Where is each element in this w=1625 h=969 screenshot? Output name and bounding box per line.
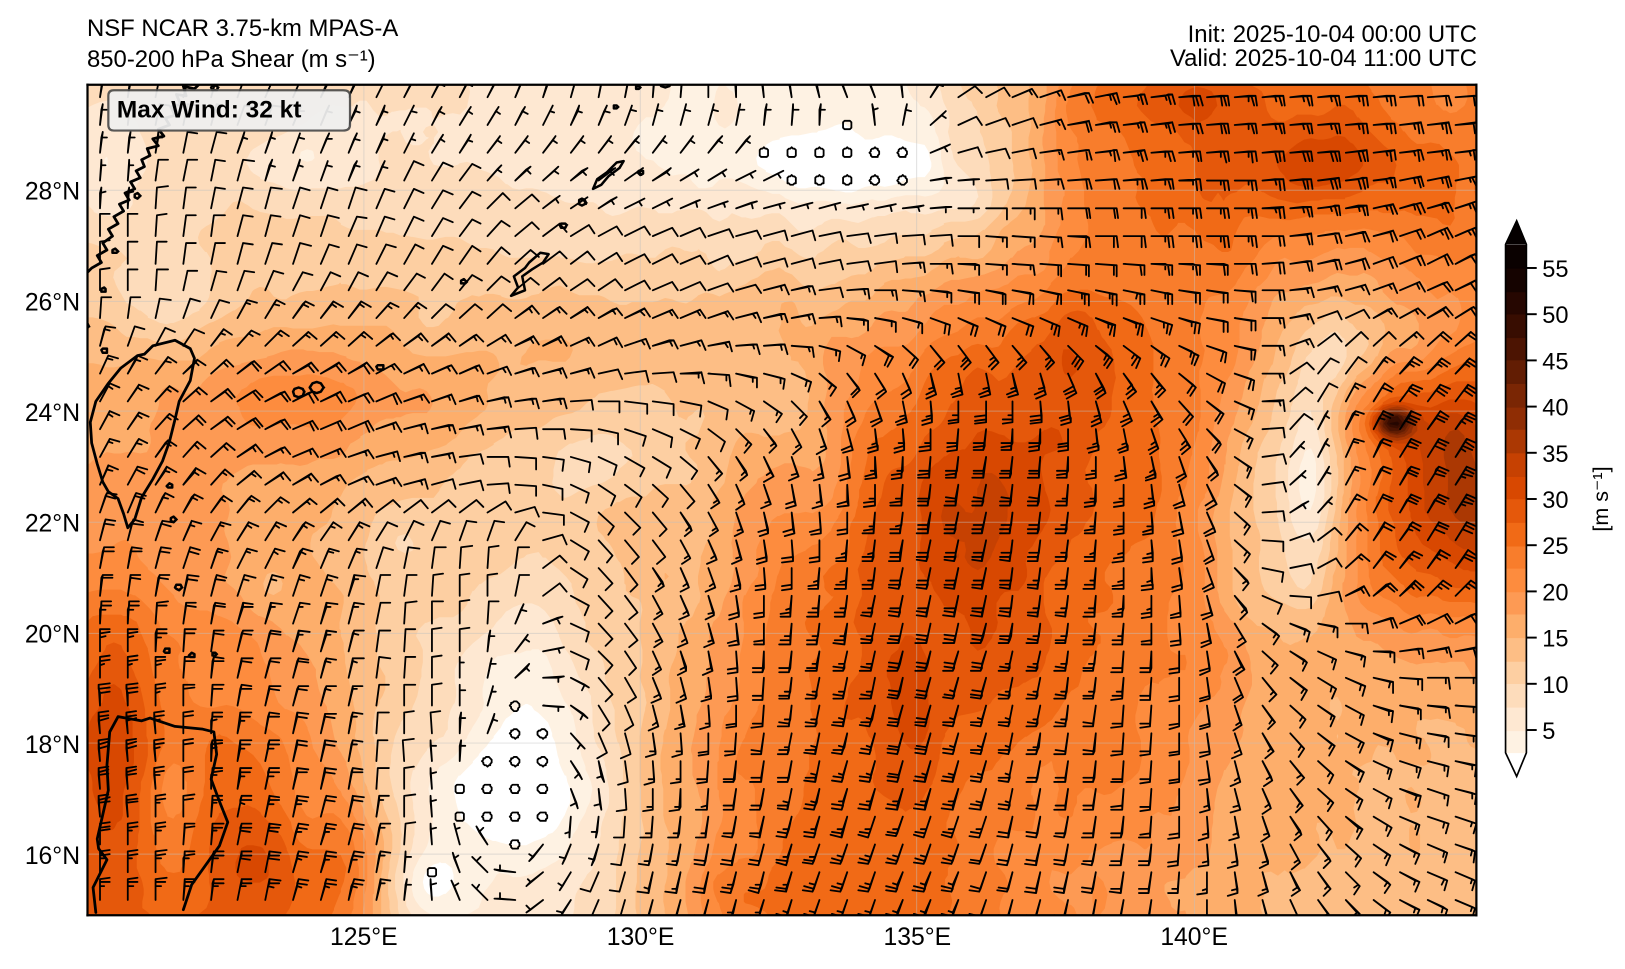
svg-text:30: 30 — [1542, 488, 1568, 514]
svg-text:50: 50 — [1542, 303, 1568, 329]
svg-text:35: 35 — [1542, 442, 1568, 468]
svg-text:26°N: 26°N — [25, 289, 80, 316]
svg-text:125°E: 125°E — [330, 924, 398, 951]
svg-text:NSF NCAR 3.75-km MPAS-A: NSF NCAR 3.75-km MPAS-A — [87, 15, 398, 42]
svg-text:45: 45 — [1542, 349, 1568, 375]
svg-text:Init: 2025-10-04 00:00 UTC: Init: 2025-10-04 00:00 UTC — [1188, 21, 1477, 48]
svg-text:850-200 hPa Shear (m s⁻¹): 850-200 hPa Shear (m s⁻¹) — [87, 46, 376, 73]
svg-text:40: 40 — [1542, 396, 1568, 422]
svg-text:140°E: 140°E — [1160, 924, 1228, 951]
svg-text:135°E: 135°E — [884, 924, 952, 951]
svg-text:5: 5 — [1542, 719, 1555, 745]
svg-text:130°E: 130°E — [607, 924, 675, 951]
svg-text:20°N: 20°N — [25, 621, 80, 648]
svg-text:25: 25 — [1542, 534, 1568, 560]
svg-text:24°N: 24°N — [25, 400, 80, 427]
svg-text:15: 15 — [1542, 627, 1568, 653]
svg-text:22°N: 22°N — [25, 511, 80, 538]
svg-text:16°N: 16°N — [25, 843, 80, 870]
svg-text:20: 20 — [1542, 580, 1568, 606]
svg-text:18°N: 18°N — [25, 732, 80, 759]
svg-text:28°N: 28°N — [25, 179, 80, 206]
svg-text:55: 55 — [1542, 257, 1568, 283]
svg-text:10: 10 — [1542, 673, 1568, 699]
svg-text:[m s⁻¹]: [m s⁻¹] — [1589, 466, 1613, 531]
svg-text:Max Wind: 32 kt: Max Wind: 32 kt — [117, 96, 301, 123]
svg-text:Valid: 2025-10-04 11:00 UTC: Valid: 2025-10-04 11:00 UTC — [1170, 45, 1477, 72]
